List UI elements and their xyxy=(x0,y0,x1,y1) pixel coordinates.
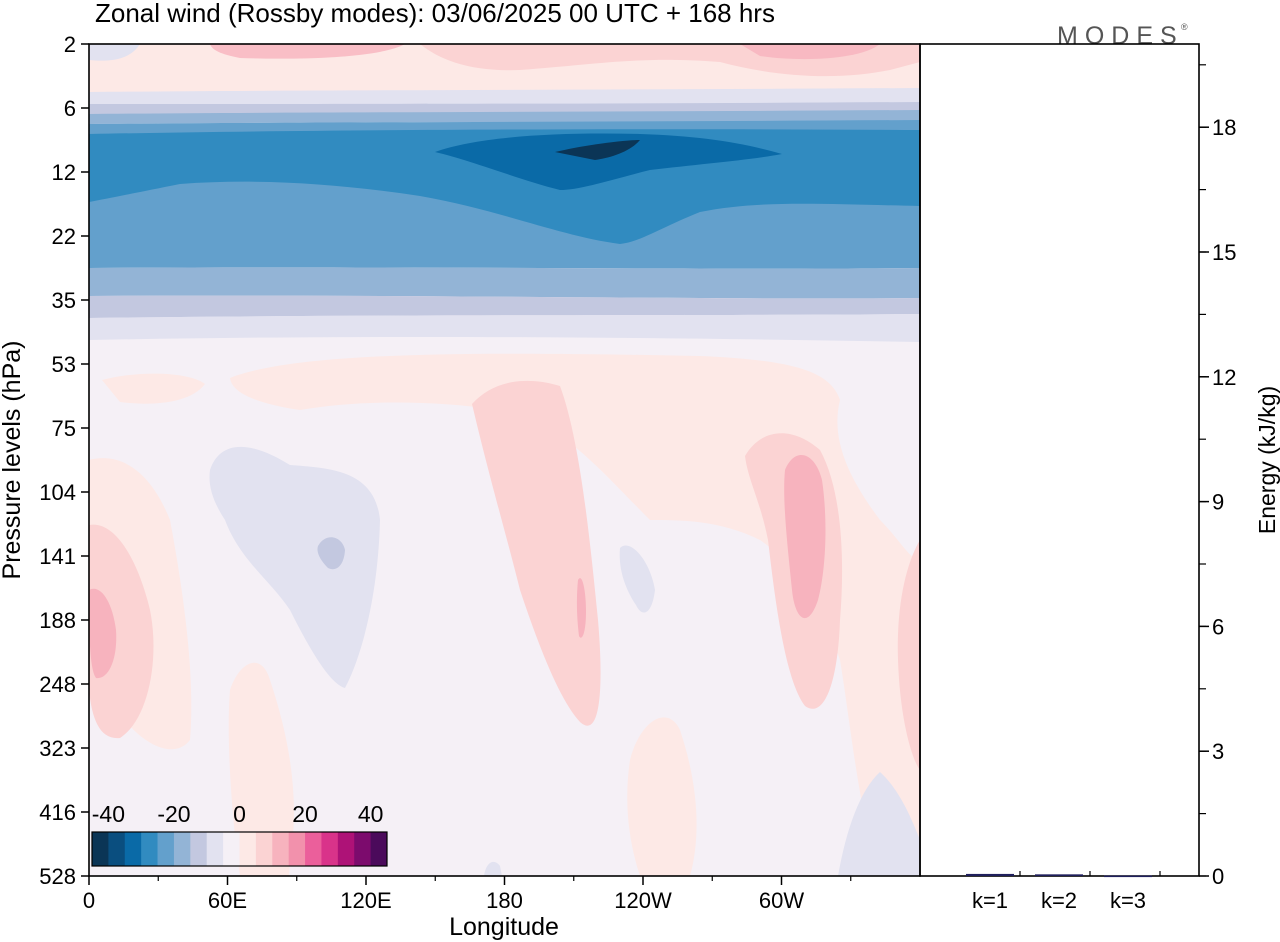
y-tick-label: 12 xyxy=(52,160,76,185)
top-left-weak xyxy=(89,44,140,61)
colorbar-swatch xyxy=(108,832,126,866)
band-decay-1 xyxy=(89,267,920,299)
energy-category-label: k=2 xyxy=(1041,888,1077,913)
y-tick-label: 141 xyxy=(39,544,76,569)
y-axis-pressure: 2 6 12 22 35 53 75 104 141 188 248 323 416 528 xyxy=(39,32,89,889)
energy-tick-label: 0 xyxy=(1212,864,1224,889)
x-tick-label: 0 xyxy=(83,888,95,913)
colorbar-swatch xyxy=(337,832,355,866)
y-tick-label: 53 xyxy=(52,352,76,377)
westerly-region-mid xyxy=(228,662,294,876)
westerly-strong-left xyxy=(89,588,117,679)
energy-bar-k3 xyxy=(1104,875,1152,878)
band-transition-1 xyxy=(89,88,920,105)
colorbar-swatch xyxy=(255,832,273,866)
colorbar-tick-label: -20 xyxy=(157,801,190,827)
colorbar-swatch xyxy=(92,832,109,866)
easterly-region-lower-right xyxy=(838,772,920,876)
energy-tick-label: 3 xyxy=(1212,739,1224,764)
energy-tick-label: 6 xyxy=(1212,614,1224,639)
energy-tick-label: 9 xyxy=(1212,490,1224,515)
band-decay-3 xyxy=(89,314,920,342)
x-tick-label: 120E xyxy=(340,888,391,913)
westerly-strong-dateline xyxy=(576,578,586,638)
y-tick-label: 6 xyxy=(64,96,76,121)
colorbar-swatch xyxy=(157,832,175,866)
top-westerly-core-east xyxy=(195,44,920,77)
band-transition-2 xyxy=(89,102,920,114)
easterly-core-west xyxy=(317,537,345,570)
energy-tick-label: 15 xyxy=(1212,240,1236,265)
energy-category-label: k=1 xyxy=(972,888,1008,913)
colorbar-tick-label: 20 xyxy=(292,801,318,827)
colorbar-swatch xyxy=(239,832,257,866)
colorbar-swatch xyxy=(190,832,208,866)
x-tick-label: 120W xyxy=(614,888,672,913)
registered-mark: ® xyxy=(1181,22,1188,32)
chart-title: Zonal wind (Rossby modes): 03/06/2025 00… xyxy=(95,0,775,28)
westerly-region-upper xyxy=(230,353,920,876)
y-tick-label: 248 xyxy=(39,672,76,697)
band-easterly-peak xyxy=(555,140,640,160)
colorbar-swatch xyxy=(223,832,240,866)
band-transition-3 xyxy=(89,110,920,124)
x-axis-label: Longitude xyxy=(449,913,559,941)
easterly-region-bottom xyxy=(484,861,502,876)
westerly-moderate-left xyxy=(89,524,154,739)
y-tick-label: 2 xyxy=(64,32,76,57)
y-tick-label: 528 xyxy=(39,864,76,889)
colorbar-frame xyxy=(91,831,388,867)
y-tick-label: 35 xyxy=(52,288,76,313)
colorbar: -40 -20 0 20 40 xyxy=(91,801,388,867)
wind-field xyxy=(89,44,920,876)
colorbar-tick-label: 0 xyxy=(233,801,246,827)
top-westerly-inner xyxy=(210,44,405,59)
colorbar-swatch xyxy=(305,832,322,866)
x-tick-label: 60E xyxy=(208,888,247,913)
x-axis-longitude: 0 60E 120E 180 120W 60W xyxy=(83,876,852,913)
westerly-region-left-top xyxy=(102,373,205,404)
colorbar-swatch xyxy=(321,832,339,866)
y-tick-label: 22 xyxy=(52,224,76,249)
band-easterly-core xyxy=(435,133,782,190)
y-axis-label: Pressure levels (hPa) xyxy=(0,341,26,580)
easterly-region-central xyxy=(619,545,655,613)
energy-category-label: k=3 xyxy=(1110,888,1146,913)
energy-tick-label: 12 xyxy=(1212,365,1236,390)
colorbar-tick-label: -40 xyxy=(92,801,125,827)
colorbar-swatch xyxy=(370,832,388,866)
colorbar-swatch xyxy=(206,832,224,866)
top-westerly-inner-2 xyxy=(740,44,880,60)
band-decay-2 xyxy=(89,295,920,318)
easterly-region-west xyxy=(209,446,380,688)
energy-tick-label: 18 xyxy=(1212,115,1236,140)
x-tick-label: 60W xyxy=(759,888,804,913)
westerly-moderate-right-edge xyxy=(897,540,920,770)
energy-bar-k1 xyxy=(966,873,1014,876)
energy-bar-k2 xyxy=(1035,874,1083,876)
energy-panel-frame xyxy=(919,43,1200,877)
y-axis-energy: 0 3 6 9 12 15 18 xyxy=(1199,64,1236,889)
colorbar-swatch xyxy=(173,832,191,866)
westerly-strong-east xyxy=(784,455,826,619)
x-tick-label: 180 xyxy=(486,888,523,913)
y-tick-label: 323 xyxy=(39,736,76,761)
colorbar-swatch xyxy=(272,832,290,866)
colorbar-swatch xyxy=(141,832,158,866)
westerly-moderate-dateline xyxy=(472,380,601,726)
energy-bars: k=1 k=2 k=3 xyxy=(966,871,1161,913)
westerly-region-south xyxy=(627,717,697,876)
colorbar-swatch xyxy=(124,832,142,866)
energy-axis-label: Energy (kJ/kg) xyxy=(1254,386,1280,534)
y-tick-label: 416 xyxy=(39,800,76,825)
y-tick-label: 75 xyxy=(52,416,76,441)
y-tick-label: 104 xyxy=(39,480,76,505)
colorbar-swatch xyxy=(288,832,306,866)
colorbar-swatch xyxy=(354,832,372,866)
colorbar-tick-label: 40 xyxy=(358,801,384,827)
modes-logo: MODES xyxy=(1057,22,1184,50)
y-tick-label: 188 xyxy=(39,608,76,633)
